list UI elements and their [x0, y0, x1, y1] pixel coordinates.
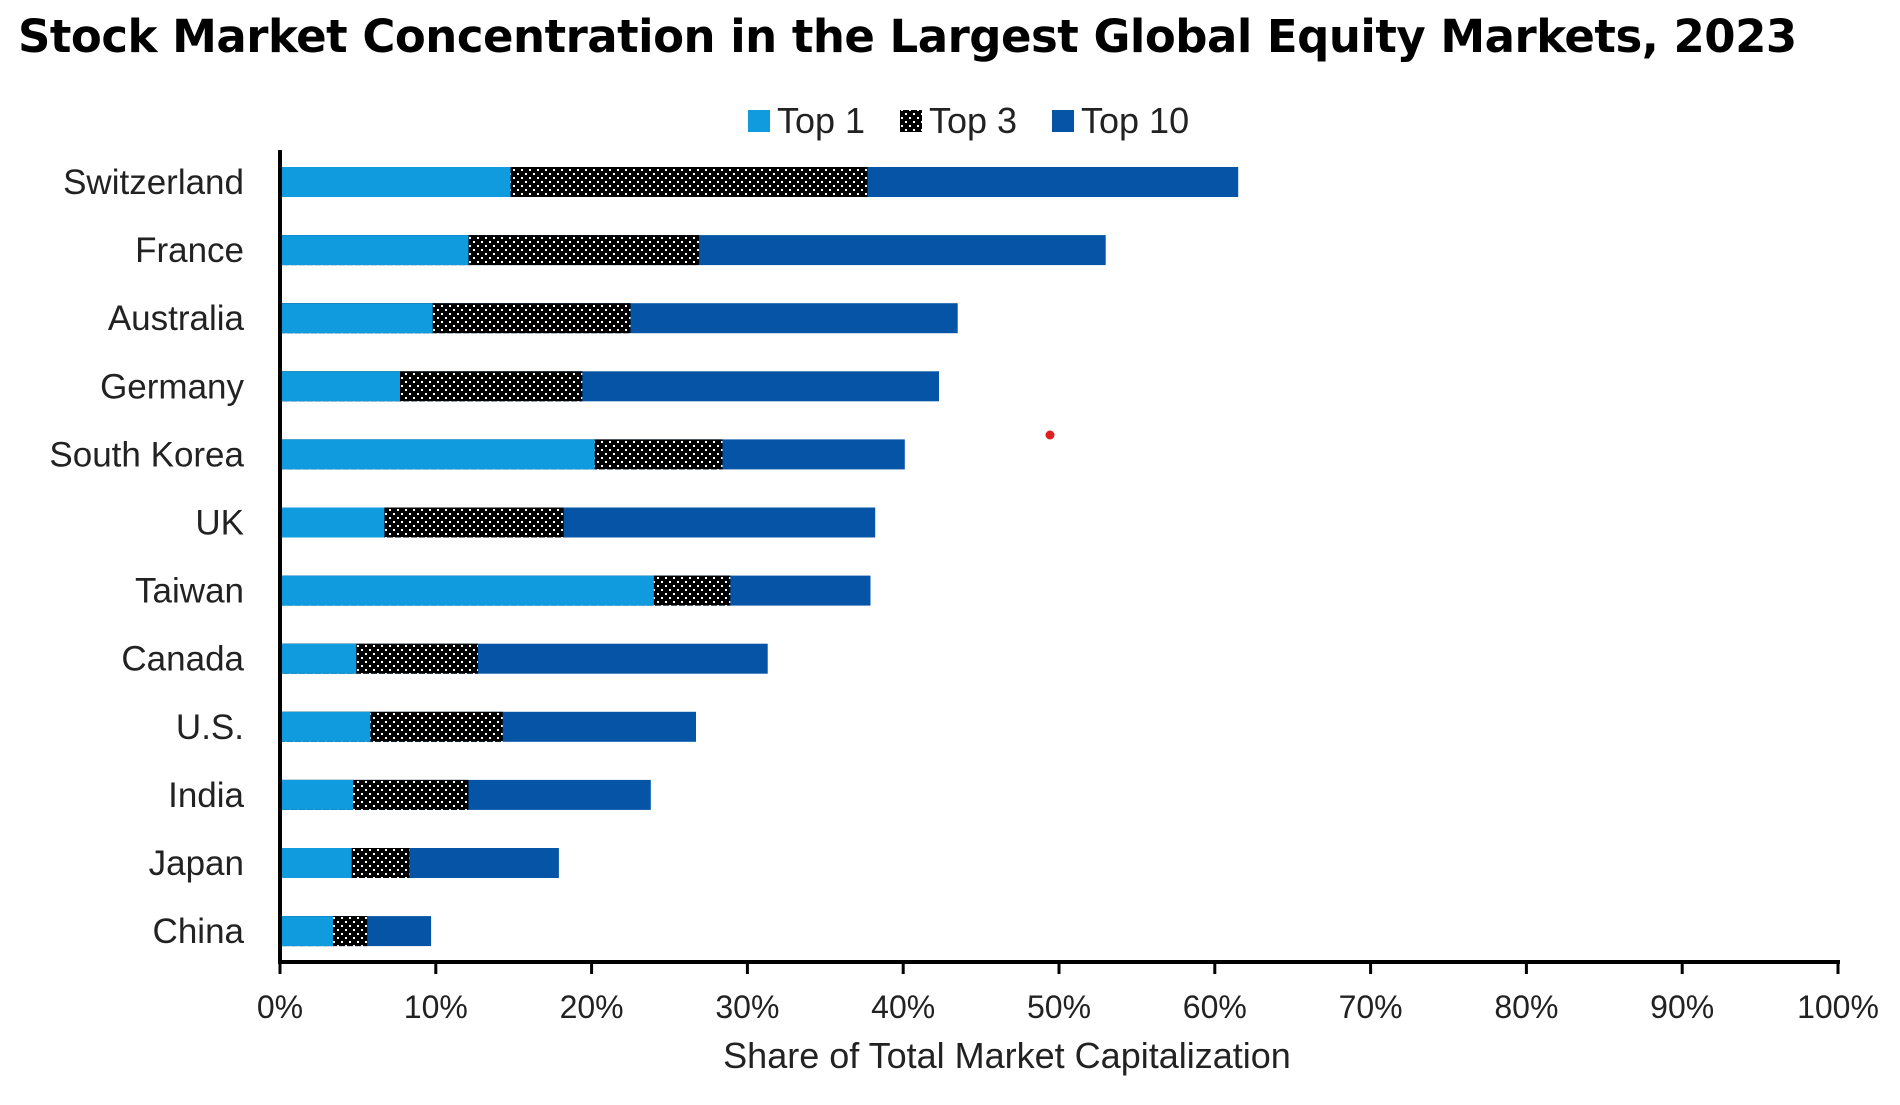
bar-south-korea-top-1: [280, 439, 595, 470]
category-label-australia: Australia: [108, 299, 245, 338]
category-label-u-s: U.S.: [176, 708, 244, 747]
x-tick-label: 100%: [1797, 989, 1879, 1025]
x-tick-label: 60%: [1183, 989, 1247, 1025]
bars-group: [280, 167, 1239, 947]
x-axis-title: Share of Total Market Capitalization: [723, 1035, 1291, 1076]
bar-taiwan-top-1: [280, 575, 654, 606]
x-tick-label: 40%: [871, 989, 935, 1025]
bar-switzerland-top-1: [280, 167, 511, 197]
marker-dot: [1045, 430, 1055, 440]
x-axis-ticks: 0% 10% 20% 30% 40% 50% 60% 70% 80% 90% 100%: [257, 962, 1879, 1025]
category-label-canada: Canada: [121, 640, 244, 679]
x-tick-label: 90%: [1650, 989, 1714, 1025]
category-label-japan: Japan: [149, 844, 244, 883]
x-tick-label: 50%: [1027, 989, 1091, 1025]
category-label-taiwan: Taiwan: [135, 572, 244, 611]
bar-japan-top-1: [280, 848, 352, 878]
legend-label-top-3: Top 3: [929, 100, 1017, 141]
bar-u-s-top-1: [280, 711, 371, 742]
bar-australia-top-1: [280, 303, 433, 334]
bar-canada-top-1: [280, 643, 357, 674]
chart-title: Stock Market Concentration in the Larges…: [18, 10, 1797, 63]
x-tick-label: 70%: [1339, 989, 1403, 1025]
x-tick-label: 20%: [560, 989, 624, 1025]
category-label-germany: Germany: [100, 367, 244, 406]
legend-swatch-top-10: [1052, 110, 1074, 132]
category-label-uk: UK: [195, 504, 244, 543]
bar-france-top-1: [280, 235, 469, 266]
bar-germany-top-1: [280, 371, 400, 402]
x-tick-label: 30%: [715, 989, 779, 1025]
category-labels: Switzerland France Australia Germany South K…: [49, 163, 244, 951]
bar-uk-top-1: [280, 507, 385, 538]
axes: [278, 150, 1840, 964]
category-label-south-korea: South Korea: [49, 435, 244, 474]
bar-india-top-1: [280, 779, 354, 810]
legend-label-top-10: Top 10: [1081, 100, 1189, 141]
category-label-france: France: [135, 231, 244, 270]
bar-china-top-1: [280, 916, 333, 947]
category-label-china: China: [153, 912, 245, 951]
legend: Top 1 Top 3 Top 10: [748, 100, 1189, 141]
legend-swatch-top-3: [900, 110, 922, 132]
category-label-switzerland: Switzerland: [63, 163, 244, 202]
category-label-india: India: [168, 776, 244, 815]
x-tick-label: 80%: [1494, 989, 1558, 1025]
legend-swatch-top-1: [748, 110, 770, 132]
x-tick-label: 10%: [404, 989, 468, 1025]
x-tick-label: 0%: [257, 989, 303, 1025]
legend-label-top-1: Top 1: [777, 100, 865, 141]
